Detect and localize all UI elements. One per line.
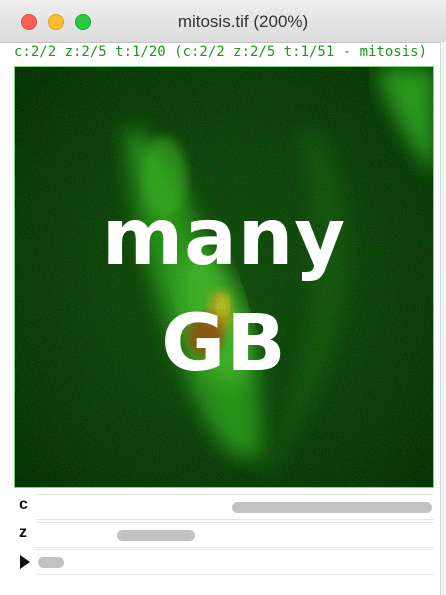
play-icon[interactable]: [20, 555, 30, 569]
channel-slider-thumb[interactable]: [232, 502, 432, 513]
z-slider-label: z: [19, 524, 27, 541]
z-slider-thumb[interactable]: [117, 530, 195, 541]
minimize-icon[interactable]: [48, 14, 64, 30]
time-slider-row: [16, 549, 434, 575]
channel-slider-label: c: [19, 496, 28, 513]
title-bar[interactable]: mitosis.tif (200%): [0, 0, 446, 43]
window-right-edge: [440, 42, 446, 595]
close-icon[interactable]: [21, 14, 37, 30]
microscopy-image: [15, 67, 433, 487]
time-slider[interactable]: [36, 549, 434, 575]
window-title: mitosis.tif (200%): [177, 12, 309, 31]
z-slider[interactable]: [36, 522, 434, 548]
zoom-icon[interactable]: [75, 14, 91, 30]
channel-slider[interactable]: [36, 494, 434, 520]
time-slider-thumb[interactable]: [38, 557, 64, 568]
channel-slider-row: c: [16, 494, 434, 520]
image-canvas[interactable]: many GB: [14, 66, 434, 488]
image-info-line: c:2/2 z:2/5 t:1/20 (c:2/2 z:2/5 t:1/51 -…: [14, 44, 428, 60]
z-slider-row: z: [16, 522, 434, 548]
